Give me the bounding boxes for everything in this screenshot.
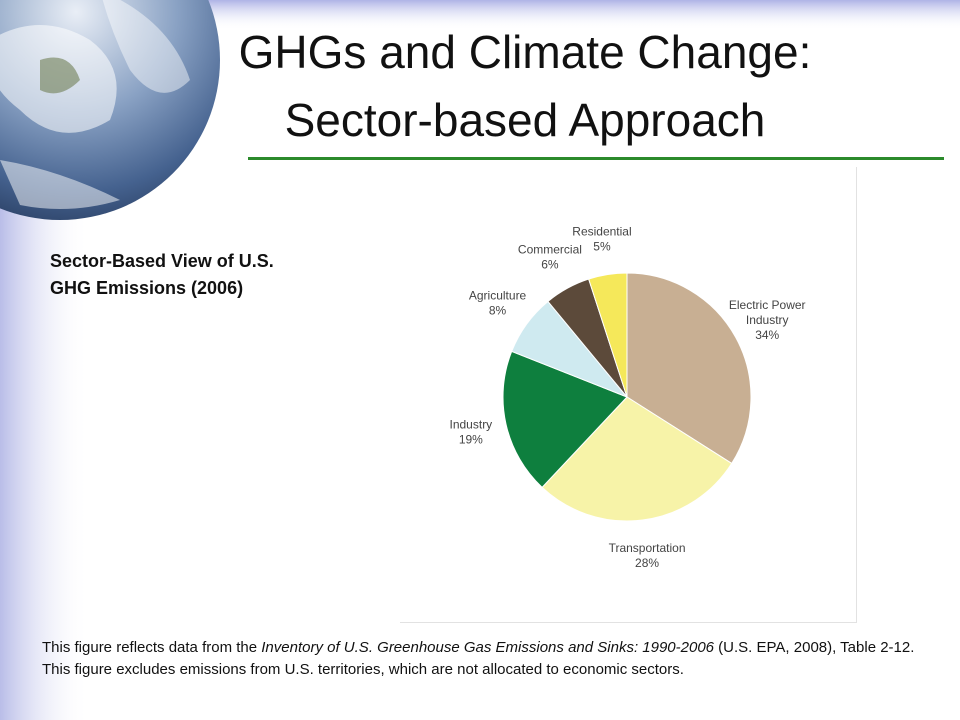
pie-chart-panel: Electric Power Industry 34% Transportation 2… xyxy=(400,167,857,623)
pie-slice-label: Commercial 6% xyxy=(518,242,582,271)
pie-slice xyxy=(588,272,628,398)
pie-slice-label: Industry 19% xyxy=(450,417,493,446)
pie-slice-label: Residential 5% xyxy=(572,224,631,253)
pie-slice xyxy=(502,350,628,489)
title-underline xyxy=(248,157,944,160)
chart-heading-line-1: Sector-Based View of U.S. xyxy=(50,251,274,271)
footnote-source-title: Inventory of U.S. Greenhouse Gas Emissio… xyxy=(261,639,715,656)
footnote-text-2: (U.S. EPA, 2008), Table 2-12. This figur… xyxy=(42,639,915,678)
slide-title-line-1: GHGs and Climate Change: xyxy=(238,26,812,78)
pie-slice-label: Transportation 28% xyxy=(609,541,686,570)
earth-globe-icon xyxy=(0,0,220,220)
slide-title-line-2: Sector-based Approach xyxy=(284,94,766,146)
pie-slice xyxy=(626,272,752,465)
pie-slice xyxy=(541,396,733,522)
chart-heading: Sector-Based View of U.S. GHG Emissions … xyxy=(50,248,380,302)
pie-slice-label: Agriculture 8% xyxy=(469,288,527,317)
pie-slice-label: Electric Power Industry 34% xyxy=(729,298,806,342)
chart-heading-line-2: GHG Emissions (2006) xyxy=(50,278,244,298)
footnote-text-1: This figure reflects data from the xyxy=(42,639,262,656)
source-footnote: This figure reflects data from the Inven… xyxy=(42,637,922,681)
pie-chart: Electric Power Industry 34% Transportation 2… xyxy=(450,224,806,570)
